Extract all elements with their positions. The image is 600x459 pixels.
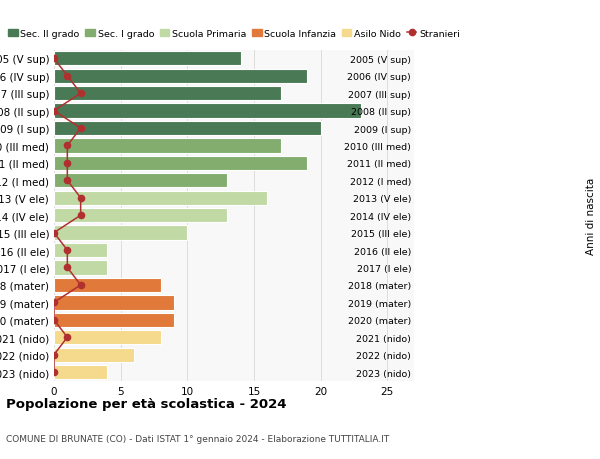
Bar [54,157,307,171]
Bar [54,174,227,188]
Bar [54,365,107,380]
Bar [54,330,161,345]
Text: Popolazione per età scolastica - 2024: Popolazione per età scolastica - 2024 [6,397,287,410]
Bar [54,208,227,223]
Bar [54,104,361,118]
Text: COMUNE DI BRUNATE (CO) - Dati ISTAT 1° gennaio 2024 - Elaborazione TUTTITALIA.IT: COMUNE DI BRUNATE (CO) - Dati ISTAT 1° g… [6,434,389,443]
Bar [54,278,161,292]
Bar [54,139,281,153]
Bar [54,261,107,275]
Bar [54,69,307,84]
Bar [54,191,268,206]
Bar [54,243,107,257]
Bar [54,52,241,66]
Bar [54,87,281,101]
Bar [54,296,174,310]
Bar [54,122,320,136]
Legend: Sec. II grado, Sec. I grado, Scuola Primaria, Scuola Infanzia, Asilo Nido, Stran: Sec. II grado, Sec. I grado, Scuola Prim… [4,26,464,43]
Bar [54,226,187,240]
Bar [54,313,174,327]
Bar [54,348,134,362]
Text: Anni di nascita: Anni di nascita [586,177,596,254]
